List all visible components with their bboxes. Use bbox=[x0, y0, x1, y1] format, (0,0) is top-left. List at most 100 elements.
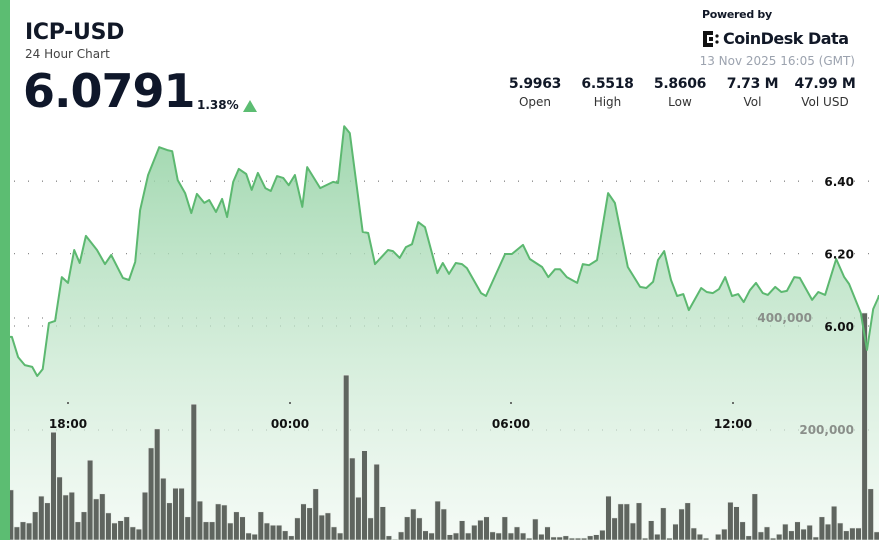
volume-bar bbox=[129, 526, 136, 540]
volume-bar bbox=[739, 521, 746, 540]
time-tick-label: 06:00 bbox=[492, 417, 530, 431]
volume-bar bbox=[727, 501, 734, 540]
volume-bar bbox=[507, 532, 515, 540]
volume-bar bbox=[300, 503, 307, 540]
stat-value: 7.73 M bbox=[726, 76, 779, 92]
volume-bar bbox=[635, 502, 643, 540]
volume-bar bbox=[251, 533, 258, 540]
volume-bar bbox=[367, 517, 374, 540]
volume-bar bbox=[87, 459, 94, 540]
volume-bar bbox=[495, 532, 502, 540]
volume-bar bbox=[654, 533, 661, 540]
volume-bar bbox=[477, 519, 484, 540]
volume-bar bbox=[123, 516, 130, 540]
volume-bar bbox=[446, 534, 454, 540]
volume-bar bbox=[282, 530, 289, 540]
volume-bar bbox=[312, 488, 319, 540]
volume-bar bbox=[519, 532, 527, 540]
volume-bar bbox=[696, 533, 703, 540]
volume-tick-label: 400,000 bbox=[757, 311, 812, 325]
volume-bar bbox=[361, 450, 368, 540]
volume-bar bbox=[245, 532, 252, 540]
time-tick-label: 12:00 bbox=[714, 417, 752, 431]
volume-bar bbox=[599, 529, 606, 540]
volume-bar bbox=[25, 522, 33, 540]
volume-bar bbox=[196, 500, 204, 540]
time-tick-label: 00:00 bbox=[271, 417, 309, 431]
volume-bar bbox=[178, 487, 185, 540]
volume-bar bbox=[160, 477, 167, 540]
volume-bar bbox=[343, 374, 350, 540]
volume-bar bbox=[745, 535, 752, 540]
volume-bar bbox=[672, 523, 679, 540]
volume-bar bbox=[684, 502, 691, 540]
volume-bar bbox=[544, 526, 551, 540]
volume-bar bbox=[404, 516, 411, 540]
volume-bar bbox=[812, 536, 819, 540]
chart-subtitle: 24 Hour Chart bbox=[25, 47, 110, 61]
volume-bar bbox=[233, 511, 240, 540]
volume-bar bbox=[154, 428, 161, 540]
volume-bar bbox=[257, 511, 264, 540]
price-tick-label: 6.20 bbox=[824, 248, 854, 262]
pair-title: ICP-USD bbox=[25, 20, 125, 45]
stat-low: 5.8606 Low bbox=[645, 76, 715, 109]
x-tick-mark bbox=[67, 402, 69, 404]
volume-bar bbox=[62, 494, 69, 540]
volume-bar bbox=[13, 526, 21, 540]
volume-bar bbox=[336, 532, 344, 540]
volume-bar bbox=[678, 508, 685, 540]
volume-bar bbox=[458, 520, 466, 540]
volume-bar bbox=[538, 533, 545, 540]
x-tick-mark bbox=[510, 402, 512, 404]
volume-bar bbox=[794, 521, 801, 540]
volume-bar bbox=[556, 536, 563, 540]
volume-bar bbox=[513, 526, 521, 540]
stat-open: 5.9963 Open bbox=[500, 76, 570, 109]
volume-bar bbox=[324, 512, 332, 540]
stat-label: Vol bbox=[743, 95, 762, 109]
stat-value: 47.99 M bbox=[794, 76, 856, 92]
volume-bar bbox=[733, 506, 740, 540]
volume-bar bbox=[263, 522, 271, 540]
price-area bbox=[10, 126, 879, 540]
x-tick-mark bbox=[732, 402, 734, 404]
volume-bar bbox=[349, 457, 356, 540]
volume-bar bbox=[587, 535, 594, 540]
volume-bar bbox=[800, 528, 807, 540]
volume-bar bbox=[275, 524, 283, 540]
volume-bar bbox=[422, 530, 429, 540]
volume-bar bbox=[99, 493, 106, 540]
volume-bar bbox=[227, 522, 234, 540]
stat-vol-usd: 47.99 M Vol USD bbox=[790, 76, 860, 109]
volume-bar bbox=[824, 523, 832, 540]
volume-bar bbox=[617, 503, 624, 540]
volume-bar bbox=[379, 506, 386, 540]
volume-bar bbox=[397, 531, 405, 540]
volume-bar bbox=[74, 521, 81, 540]
volume-bar bbox=[788, 530, 795, 540]
volume-bar bbox=[50, 431, 57, 540]
volume-bar bbox=[221, 504, 228, 540]
coindesk-mark-icon bbox=[703, 30, 719, 47]
volume-bar bbox=[855, 527, 862, 540]
volume-bar bbox=[660, 507, 667, 540]
volume-bar bbox=[330, 526, 338, 540]
volume-bar bbox=[135, 528, 143, 540]
stat-label: Open bbox=[518, 95, 552, 109]
up-triangle-icon bbox=[243, 100, 257, 112]
volume-bar bbox=[306, 507, 313, 540]
volume-tick-label: 200,000 bbox=[799, 423, 854, 437]
volume-bar bbox=[818, 516, 825, 540]
stat-label: High bbox=[593, 95, 622, 109]
volume-bar bbox=[690, 527, 697, 540]
volume-bar bbox=[867, 488, 874, 540]
volume-bar bbox=[209, 521, 216, 540]
volume-bar bbox=[562, 535, 569, 540]
volume-bar bbox=[44, 502, 51, 540]
coindesk-logo: CoinDesk Data bbox=[702, 29, 849, 48]
volume-bar bbox=[721, 528, 728, 540]
accent-bar bbox=[0, 0, 10, 540]
volume-bar bbox=[843, 530, 850, 540]
